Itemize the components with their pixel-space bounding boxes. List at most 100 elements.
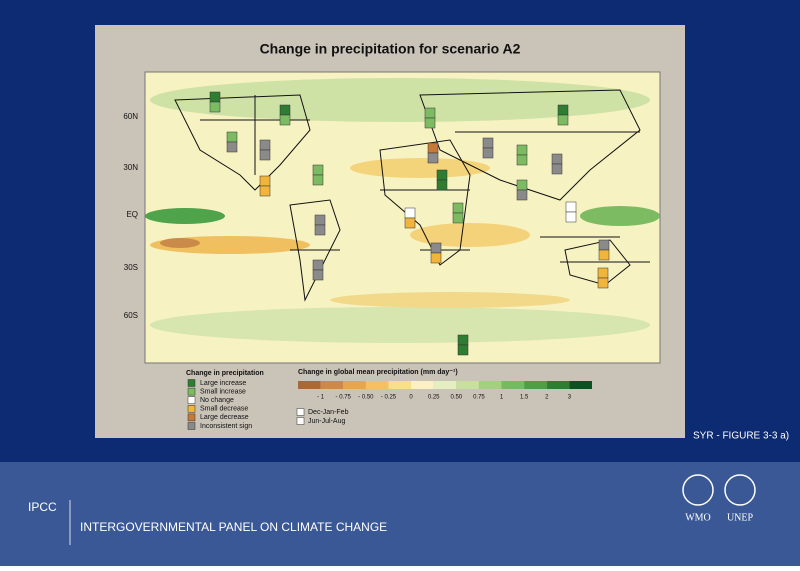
glyph bbox=[404, 217, 416, 229]
glyph bbox=[404, 207, 416, 219]
colorbar-label: 0.50 bbox=[450, 395, 462, 401]
colorbar-label: 0.75 bbox=[473, 395, 485, 401]
glyph bbox=[452, 202, 464, 214]
colorbar-swatch bbox=[478, 381, 502, 389]
glyph bbox=[279, 104, 291, 116]
glyph bbox=[314, 224, 326, 236]
colorbar-label: 0 bbox=[409, 395, 413, 401]
colorbar-label: - 0.25 bbox=[381, 395, 397, 401]
legend-label: Large decrease bbox=[200, 414, 249, 421]
glyph bbox=[436, 179, 448, 191]
legend-label: Inconsistent sign bbox=[200, 423, 252, 430]
season-box bbox=[296, 417, 305, 425]
glyph bbox=[598, 239, 610, 251]
glyph bbox=[457, 334, 469, 346]
colorbar-swatch bbox=[433, 381, 457, 389]
glyph bbox=[565, 201, 577, 213]
colorbar-label: - 1 bbox=[317, 395, 325, 401]
glyph bbox=[209, 101, 221, 113]
legend-label: Small increase bbox=[200, 388, 246, 395]
legend-title: Change in precipitation bbox=[186, 370, 264, 377]
map-shade bbox=[350, 158, 490, 178]
legend-swatch bbox=[187, 422, 196, 430]
glyph bbox=[452, 212, 464, 224]
legend-swatch bbox=[187, 396, 196, 404]
map-shade bbox=[145, 208, 225, 224]
glyph bbox=[516, 189, 528, 201]
lat-label: 60N bbox=[123, 112, 138, 121]
glyph bbox=[597, 277, 609, 289]
colorbar-label: 0.25 bbox=[428, 395, 440, 401]
lat-label: 30N bbox=[123, 163, 138, 172]
footer-band bbox=[0, 462, 800, 566]
legend-swatch bbox=[187, 413, 196, 422]
map-shade bbox=[580, 206, 660, 226]
glyph bbox=[259, 139, 271, 151]
lat-label: EQ bbox=[126, 210, 138, 219]
colorbar-swatch bbox=[320, 381, 344, 389]
glyph bbox=[259, 175, 271, 187]
glyph bbox=[482, 137, 494, 149]
colorbar-swatch bbox=[569, 381, 592, 389]
map bbox=[144, 71, 661, 364]
glyph bbox=[430, 252, 442, 264]
glyph bbox=[312, 164, 324, 176]
glyph bbox=[279, 114, 291, 126]
legend-label: No change bbox=[200, 397, 234, 404]
season-box bbox=[296, 408, 305, 416]
colorbar-label: - 0.75 bbox=[336, 395, 352, 401]
glyph bbox=[516, 144, 528, 156]
logo-label: WMO bbox=[685, 512, 711, 523]
glyph bbox=[209, 91, 221, 103]
glyph bbox=[226, 131, 238, 143]
map-shade bbox=[150, 307, 650, 343]
glyph bbox=[312, 259, 324, 271]
glyph bbox=[457, 344, 469, 356]
colorbar-title: Change in global mean precipitation (mm … bbox=[298, 369, 458, 376]
glyph bbox=[312, 174, 324, 186]
glyph bbox=[424, 117, 436, 129]
org-short: IPCC bbox=[28, 500, 57, 514]
map-shade bbox=[330, 292, 570, 308]
glyph bbox=[482, 147, 494, 159]
glyph bbox=[557, 104, 569, 116]
glyph bbox=[226, 141, 238, 153]
lat-label: 30S bbox=[124, 263, 138, 272]
glyph bbox=[427, 142, 439, 154]
map-shade bbox=[410, 223, 530, 247]
season-label: Dec-Jan-Feb bbox=[308, 409, 349, 416]
glyph bbox=[597, 267, 609, 279]
colorbar-swatch bbox=[298, 381, 321, 389]
colorbar-label: 1.5 bbox=[520, 395, 529, 401]
colorbar-swatch bbox=[524, 381, 547, 389]
glyph bbox=[314, 214, 326, 226]
lat-label: 60S bbox=[124, 311, 138, 320]
region-lines bbox=[200, 95, 650, 263]
glyph bbox=[516, 179, 528, 191]
lat-labels: 60N 30N EQ 30S 60S bbox=[123, 112, 138, 320]
figure-title: Change in precipitation for scenario A2 bbox=[260, 41, 521, 57]
colorbar-label: 1 bbox=[500, 395, 504, 401]
glyph bbox=[598, 249, 610, 261]
glyph bbox=[259, 185, 271, 197]
colorbar-swatch bbox=[388, 381, 412, 389]
colorbar-swatch bbox=[343, 381, 366, 389]
legend-swatch bbox=[187, 405, 196, 413]
seasons: Dec-Jan-Feb Jun-Jul-Aug bbox=[296, 408, 349, 425]
logo-label: UNEP bbox=[727, 512, 754, 523]
glyph bbox=[427, 152, 439, 164]
legend-label: Small decrease bbox=[200, 406, 248, 413]
colorbar-label: 2 bbox=[545, 395, 549, 401]
map-shade bbox=[160, 238, 200, 248]
map-shade bbox=[150, 78, 650, 122]
colorbar-label: - 0.50 bbox=[358, 395, 374, 401]
legend-swatch bbox=[187, 379, 196, 387]
glyph bbox=[551, 153, 563, 165]
colorbar-swatch bbox=[456, 381, 479, 389]
colorbar-swatch bbox=[501, 381, 525, 389]
org-full: INTERGOVERNMENTAL PANEL ON CLIMATE CHANG… bbox=[80, 520, 387, 534]
logo-wmo bbox=[682, 474, 714, 506]
